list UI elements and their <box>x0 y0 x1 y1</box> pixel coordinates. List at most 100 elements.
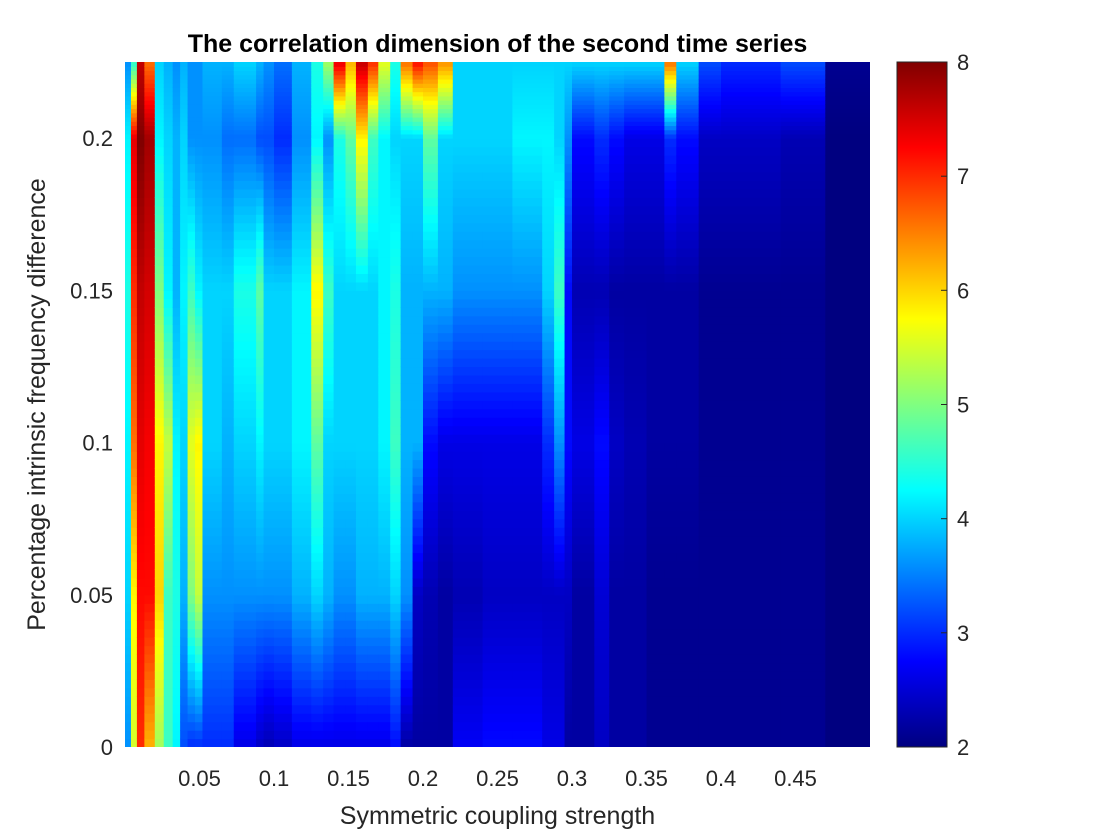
heatmap-cell <box>130 133 138 139</box>
heatmap-cell <box>564 620 573 630</box>
heatmap-cell <box>452 290 484 300</box>
heatmap-cell <box>311 133 324 139</box>
heatmap-cell <box>572 679 595 689</box>
heatmap-cell <box>163 374 174 384</box>
heatmap-cell <box>825 662 870 672</box>
heatmap-cell <box>202 721 223 731</box>
heatmap-cell <box>154 171 165 181</box>
heatmap-cell <box>676 451 700 461</box>
heatmap-cell <box>664 451 677 461</box>
heatmap-cell <box>221 527 235 537</box>
heatmap-cell <box>154 281 165 291</box>
heatmap-cell <box>594 434 610 444</box>
heatmap-cell <box>378 62 391 67</box>
heatmap-cell <box>423 518 439 528</box>
heatmap-cell <box>367 248 379 258</box>
heatmap-cell <box>664 78 677 84</box>
heatmap-cell <box>512 155 543 165</box>
heatmap-cell <box>437 146 454 156</box>
heatmap-cell <box>130 704 138 714</box>
heatmap-cell <box>125 74 132 80</box>
heatmap-cell <box>609 357 625 368</box>
heatmap-cell <box>646 653 665 664</box>
heatmap-cell <box>412 391 424 401</box>
heatmap-cell <box>311 738 324 747</box>
heatmap-cell <box>572 721 595 731</box>
heatmap-cell <box>187 653 196 664</box>
heatmap-cell <box>572 91 595 97</box>
heatmap-cell <box>572 510 595 520</box>
heatmap-cell <box>624 95 648 101</box>
heatmap-cell <box>624 510 648 520</box>
heatmap-cell <box>646 214 665 224</box>
heatmap-cell <box>355 91 369 97</box>
heatmap-cell <box>221 611 235 621</box>
heatmap-cell <box>202 315 223 325</box>
heatmap-cell <box>345 74 357 80</box>
heatmap-cell <box>437 611 454 621</box>
heatmap-cell <box>676 70 700 76</box>
heatmap-cell <box>195 577 204 587</box>
heatmap-cell <box>452 670 484 680</box>
heatmap-cell <box>163 129 174 135</box>
heatmap-cell <box>512 180 543 190</box>
heatmap-cell <box>355 214 369 224</box>
heatmap-cell <box>390 91 402 97</box>
heatmap-cell <box>187 87 196 93</box>
heatmap-cell <box>624 501 648 511</box>
heatmap-cell <box>125 501 132 511</box>
heatmap-cell <box>202 560 223 571</box>
heatmap-cell <box>676 738 700 747</box>
heatmap-cell <box>263 467 275 477</box>
heatmap-cell <box>378 434 391 444</box>
heatmap-cell <box>780 70 826 76</box>
heatmap-cell <box>412 264 424 275</box>
heatmap-cell <box>609 400 625 410</box>
heatmap-cell <box>825 116 870 122</box>
heatmap-cell <box>144 78 156 84</box>
heatmap-cell <box>311 366 324 376</box>
heatmap-cell <box>780 425 826 435</box>
heatmap-cell <box>187 171 196 181</box>
heatmap-cell <box>163 349 174 359</box>
heatmap-cell <box>130 95 138 101</box>
heatmap-cell <box>423 125 439 131</box>
heatmap-cell <box>130 298 138 308</box>
heatmap-cell <box>564 133 573 139</box>
heatmap-cell <box>202 662 223 672</box>
heatmap-cell <box>333 116 347 122</box>
heatmap-cell <box>554 129 566 135</box>
heatmap-cell <box>542 100 555 105</box>
heatmap-cell <box>780 544 826 554</box>
heatmap-cell <box>180 527 189 537</box>
heatmap-cell <box>130 70 138 76</box>
heatmap-cell <box>345 696 357 706</box>
heatmap-cell <box>564 349 573 359</box>
heatmap-cell <box>664 91 677 97</box>
heatmap-cell <box>482 125 513 131</box>
heatmap-cell <box>412 129 424 135</box>
heatmap-cell <box>609 493 625 503</box>
heatmap-cell <box>323 248 335 258</box>
heatmap-cell <box>274 163 293 173</box>
heatmap-cell <box>437 704 454 714</box>
heatmap-cell <box>390 459 402 469</box>
heatmap-cell <box>233 231 257 241</box>
heatmap-cell <box>721 155 782 165</box>
heatmap-cell <box>624 670 648 680</box>
heatmap-cell <box>437 214 454 224</box>
heatmap-cell <box>333 459 347 469</box>
heatmap-cell <box>825 679 870 689</box>
heatmap-cell <box>698 138 722 148</box>
heatmap-cell <box>676 116 700 122</box>
heatmap-cell <box>437 290 454 300</box>
heatmap-cell <box>195 138 204 148</box>
heatmap-cell <box>437 662 454 672</box>
heatmap-cell <box>125 417 132 427</box>
heatmap-cell <box>646 100 665 105</box>
heatmap-cell <box>698 417 722 427</box>
heatmap-cell <box>291 670 312 680</box>
heatmap-cell <box>572 459 595 469</box>
heatmap-cell <box>698 442 722 452</box>
heatmap-cell <box>825 493 870 503</box>
